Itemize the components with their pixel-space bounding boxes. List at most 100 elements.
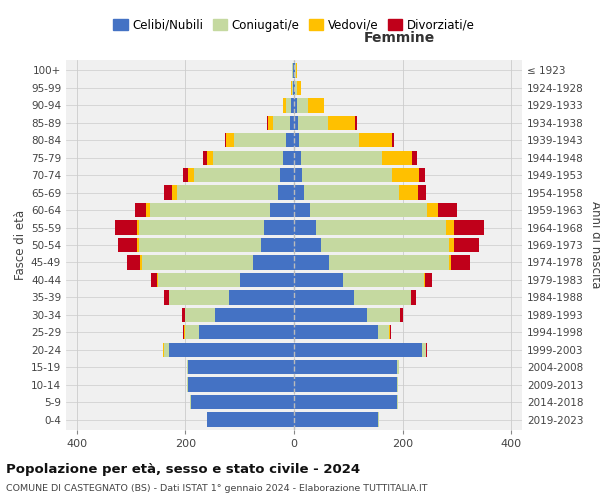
Bar: [411, 290, 416, 304]
Bar: [187, 378, 188, 392]
Bar: [294, 81, 295, 95]
Bar: [212, 150, 283, 165]
Bar: [188, 378, 294, 392]
Text: COMUNE DI CASTEGNATO (BS) - Dati ISTAT 1° gennaio 2024 - Elaborazione TUTTITALIA: COMUNE DI CASTEGNATO (BS) - Dati ISTAT 1…: [6, 484, 427, 493]
Text: Femmine: Femmine: [363, 31, 434, 45]
Bar: [172, 186, 177, 200]
Bar: [449, 256, 451, 270]
Bar: [454, 238, 479, 252]
Bar: [283, 150, 294, 165]
Bar: [294, 186, 304, 200]
Bar: [304, 186, 399, 200]
Bar: [451, 256, 470, 270]
Bar: [343, 273, 424, 287]
Bar: [150, 203, 269, 217]
Bar: [294, 360, 397, 374]
Bar: [140, 256, 142, 270]
Bar: [267, 116, 268, 130]
Bar: [316, 220, 446, 234]
Bar: [169, 342, 294, 357]
Bar: [378, 325, 389, 340]
Bar: [253, 256, 294, 270]
Bar: [321, 238, 449, 252]
Bar: [164, 342, 169, 357]
Bar: [224, 133, 226, 148]
Bar: [422, 342, 426, 357]
Bar: [294, 308, 367, 322]
Legend: Celibi/Nubili, Coniugati/e, Vedovi/e, Divorziati/e: Celibi/Nubili, Coniugati/e, Vedovi/e, Di…: [109, 14, 479, 36]
Bar: [139, 220, 264, 234]
Bar: [203, 150, 207, 165]
Bar: [367, 308, 400, 322]
Bar: [274, 116, 290, 130]
Bar: [268, 116, 274, 130]
Bar: [355, 116, 357, 130]
Bar: [146, 203, 150, 217]
Bar: [215, 308, 294, 322]
Bar: [183, 168, 188, 182]
Bar: [438, 203, 457, 217]
Bar: [392, 133, 394, 148]
Bar: [187, 360, 188, 374]
Bar: [389, 325, 391, 340]
Bar: [280, 168, 294, 182]
Bar: [425, 273, 432, 287]
Bar: [294, 116, 298, 130]
Bar: [293, 81, 294, 95]
Bar: [294, 342, 422, 357]
Bar: [286, 133, 294, 148]
Bar: [294, 133, 299, 148]
Bar: [294, 325, 378, 340]
Bar: [290, 116, 294, 130]
Bar: [115, 220, 137, 234]
Bar: [151, 273, 157, 287]
Bar: [207, 150, 212, 165]
Bar: [294, 412, 378, 426]
Bar: [183, 325, 184, 340]
Bar: [137, 220, 139, 234]
Bar: [240, 273, 294, 287]
Bar: [185, 325, 199, 340]
Bar: [191, 395, 294, 409]
Bar: [199, 325, 294, 340]
Bar: [207, 412, 294, 426]
Bar: [297, 98, 308, 112]
Bar: [226, 133, 234, 148]
Text: Popolazione per età, sesso e stato civile - 2024: Popolazione per età, sesso e stato civil…: [6, 462, 360, 475]
Bar: [294, 220, 316, 234]
Bar: [118, 238, 137, 252]
Bar: [182, 308, 185, 322]
Bar: [295, 64, 296, 78]
Bar: [400, 308, 403, 322]
Bar: [329, 256, 449, 270]
Bar: [294, 238, 321, 252]
Bar: [295, 81, 297, 95]
Bar: [158, 273, 240, 287]
Bar: [454, 220, 484, 234]
Bar: [142, 256, 253, 270]
Bar: [294, 168, 302, 182]
Bar: [283, 98, 286, 112]
Bar: [308, 98, 324, 112]
Bar: [157, 273, 158, 287]
Bar: [294, 203, 310, 217]
Bar: [399, 186, 418, 200]
Y-axis label: Anni di nascita: Anni di nascita: [589, 202, 600, 288]
Bar: [294, 395, 397, 409]
Bar: [298, 116, 328, 130]
Bar: [449, 238, 454, 252]
Bar: [164, 186, 172, 200]
Bar: [294, 150, 301, 165]
Bar: [264, 220, 294, 234]
Bar: [299, 133, 359, 148]
Bar: [135, 203, 146, 217]
Bar: [194, 168, 280, 182]
Bar: [359, 133, 392, 148]
Bar: [392, 168, 419, 182]
Bar: [294, 378, 397, 392]
Bar: [177, 186, 278, 200]
Bar: [139, 238, 262, 252]
Bar: [190, 395, 191, 409]
Bar: [164, 290, 169, 304]
Bar: [302, 168, 392, 182]
